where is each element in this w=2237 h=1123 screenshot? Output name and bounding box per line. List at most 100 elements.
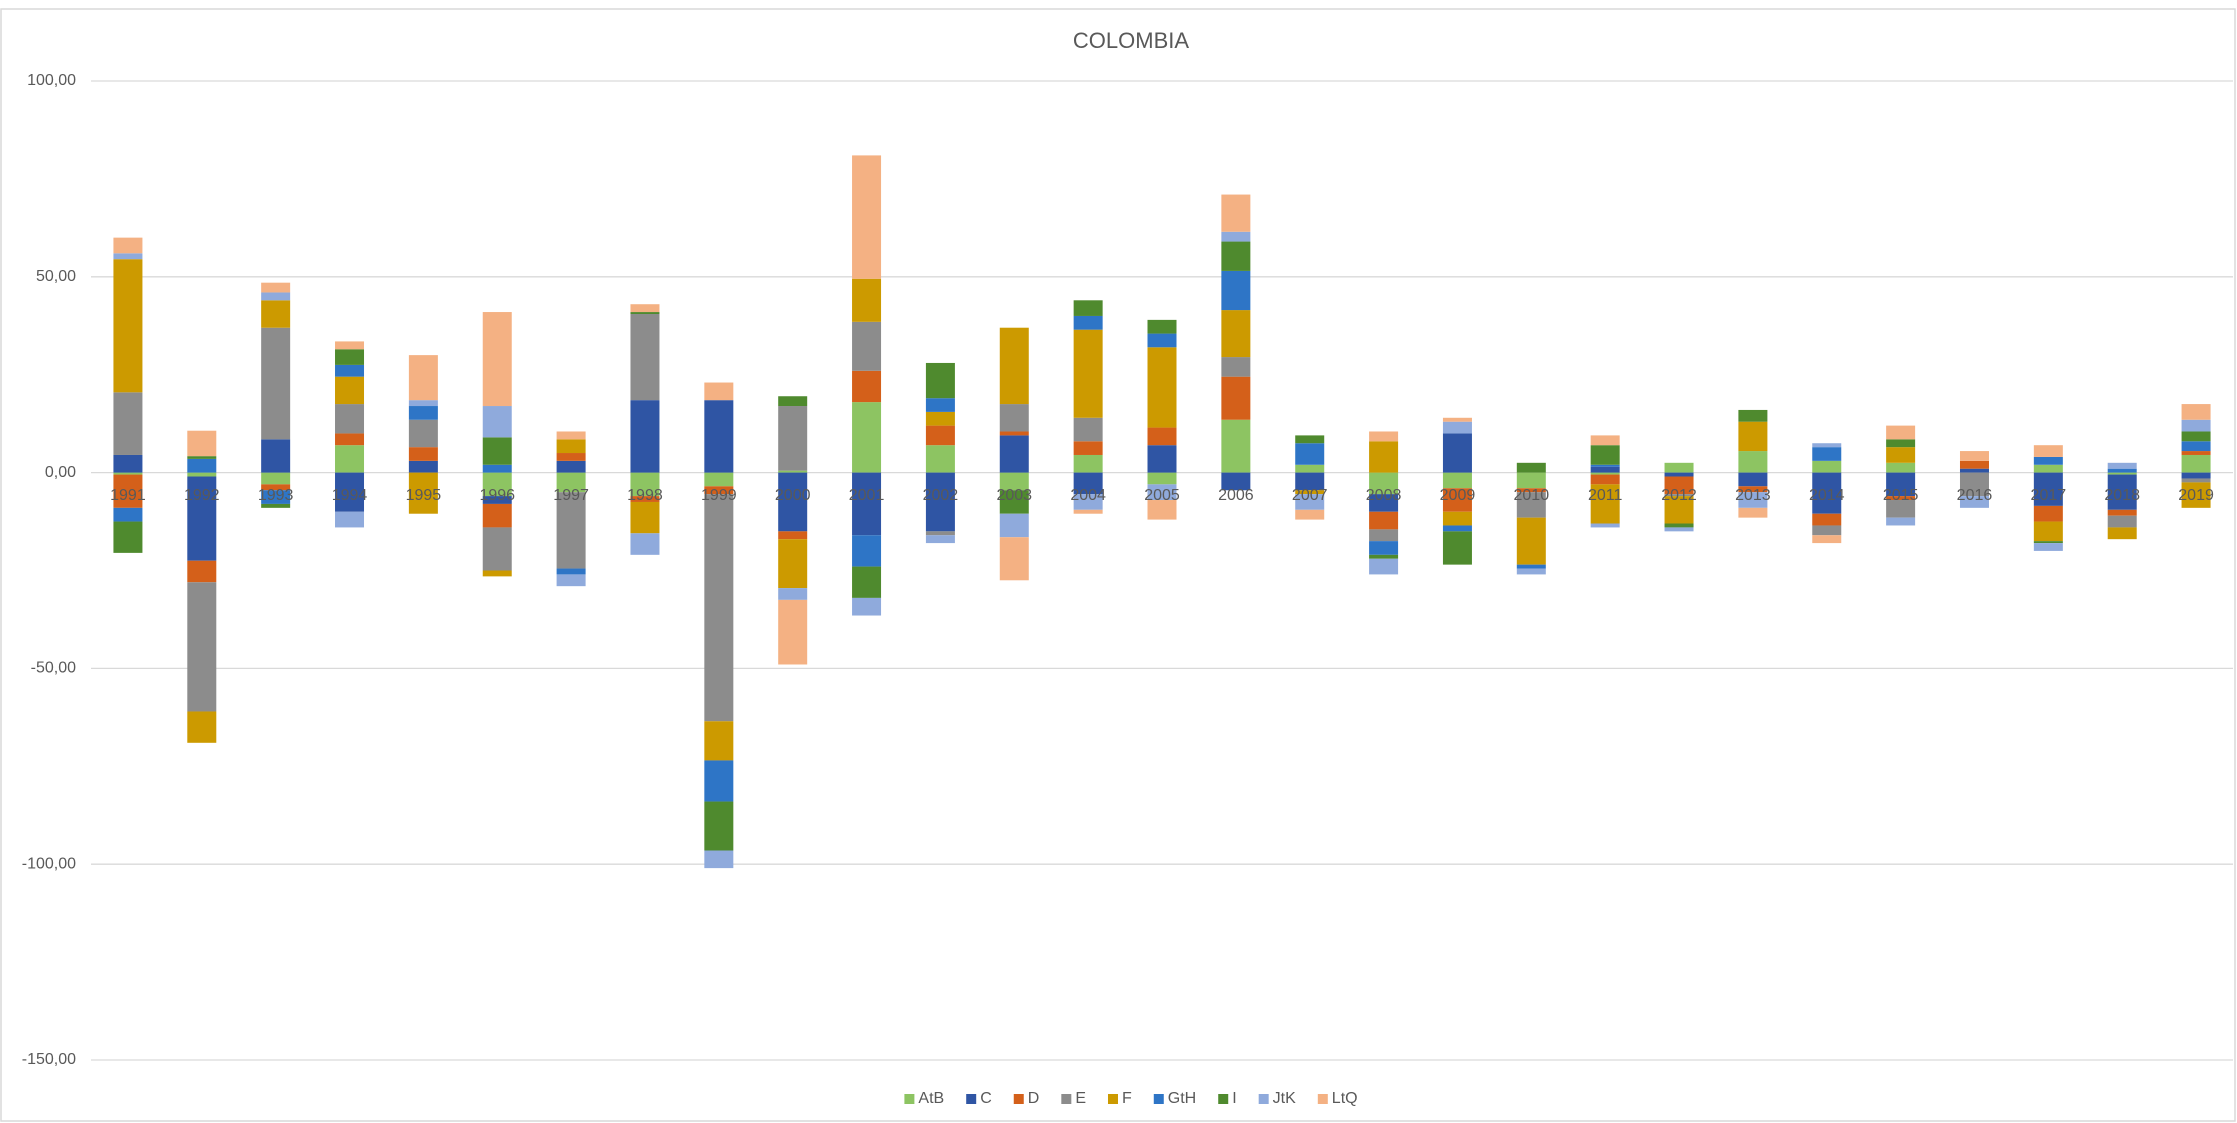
bar-segment <box>335 376 365 405</box>
bar-segment <box>1295 464 1325 473</box>
x-tick-label: 1999 <box>701 487 737 504</box>
bar-segment <box>1221 231 1251 242</box>
bar-segment <box>335 341 365 350</box>
bar-segment <box>1812 513 1842 526</box>
bar-segment <box>408 460 438 473</box>
bar-segment <box>187 711 217 743</box>
bar-segment <box>2181 419 2211 432</box>
bar-segment <box>335 404 365 434</box>
bar-segment <box>482 570 512 577</box>
bar-segment <box>1812 447 1842 461</box>
bar-segment <box>335 433 365 446</box>
bar-segment <box>704 801 734 851</box>
x-tick-label: 1998 <box>627 487 663 504</box>
bar-segment <box>2181 454 2211 473</box>
bar-segment <box>261 484 291 491</box>
bar-segment <box>482 406 512 438</box>
bar-segment <box>999 513 1029 538</box>
bar-segment <box>704 400 734 473</box>
bar-segment <box>261 472 291 485</box>
bar-segment <box>261 327 291 440</box>
x-tick-label: 1994 <box>332 487 368 504</box>
bar-segment <box>1221 270 1251 311</box>
bar-segment <box>1664 494 1694 497</box>
bar-segment <box>1073 472 1103 495</box>
y-tick-label: 100,00 <box>27 72 76 89</box>
x-tick-label: 1991 <box>110 487 146 504</box>
bar-segment <box>704 486 734 495</box>
bar-segment <box>113 507 143 522</box>
chart-title: COLOMBIA <box>1073 28 1189 53</box>
bar-segment <box>1812 535 1842 544</box>
bar-segment <box>1221 310 1251 358</box>
bar-segment <box>2107 474 2137 510</box>
bar-segment <box>2181 482 2211 508</box>
bar-segment <box>852 278 882 322</box>
bar-segment <box>2033 456 2063 465</box>
bar-segment <box>1738 486 1768 493</box>
bar-segment <box>1516 517 1546 565</box>
x-tick-label: 1996 <box>479 487 515 504</box>
bar-segment <box>1886 462 1916 473</box>
bar-segment <box>1516 472 1546 489</box>
bar-segment <box>1442 433 1472 473</box>
bar-segment <box>482 472 512 497</box>
bar-segment <box>1516 488 1546 493</box>
bar-segment <box>2181 451 2211 455</box>
legend-swatch <box>1061 1094 1072 1104</box>
bar-segment <box>1516 568 1546 575</box>
x-tick-label: 2007 <box>1292 487 1328 504</box>
x-tick-label: 2008 <box>1366 487 1402 504</box>
bar-segment <box>1886 472 1916 497</box>
bar-segment <box>1664 496 1694 524</box>
bar-segment <box>2181 404 2211 420</box>
bar-segment <box>113 392 143 455</box>
bar-segment <box>1295 509 1325 520</box>
x-tick-label: 2003 <box>996 487 1032 504</box>
bar-segment <box>1442 472 1472 489</box>
bar-segment <box>852 155 882 279</box>
x-tick-label: 2005 <box>1144 487 1180 504</box>
legend: AtB C D E F GtH I JtK LtQ <box>904 1090 1358 1107</box>
bar-segment <box>408 447 438 461</box>
bar-segment <box>335 445 365 473</box>
bar-segment <box>1073 300 1103 316</box>
bar-segment <box>1738 472 1768 487</box>
x-tick-label: 1995 <box>406 487 442 504</box>
bar-segment <box>261 490 291 504</box>
bar-segment <box>187 430 217 457</box>
bar-segment <box>999 327 1029 405</box>
bar-segment <box>556 439 586 454</box>
bar-segment <box>1959 472 1989 497</box>
x-tick-label: 2006 <box>1218 487 1254 504</box>
bar-segment <box>1886 496 1916 501</box>
bar-segment <box>1590 484 1620 524</box>
x-tick-label: 2002 <box>923 487 959 504</box>
legend-label: GtH <box>1168 1090 1196 1107</box>
bar-segment <box>2107 515 2137 528</box>
bar-segment <box>630 472 660 497</box>
bar-segment <box>925 425 955 446</box>
bar-segment <box>1664 462 1694 473</box>
bar-segment <box>1073 417 1103 442</box>
bar-segment <box>999 490 1029 514</box>
bar-segment <box>630 501 660 534</box>
bar-segment <box>261 282 291 293</box>
bar-segment <box>852 566 882 598</box>
bar-segment <box>852 472 882 536</box>
bar-segment <box>999 404 1029 432</box>
bar-segment <box>852 535 882 567</box>
bar-segment <box>1590 445 1620 465</box>
bar-segment <box>1147 347 1177 428</box>
bar-segment <box>113 521 143 553</box>
x-tick-label: 2017 <box>2031 487 2067 504</box>
bar-segment <box>1442 417 1472 422</box>
legend-swatch <box>1317 1094 1328 1104</box>
bar-segment <box>113 474 143 508</box>
bar-segment <box>999 431 1029 436</box>
bar-segment <box>556 568 586 575</box>
bar-segment <box>408 419 438 448</box>
legend-label: LtQ <box>1332 1090 1358 1107</box>
bar-segment <box>2181 441 2211 452</box>
bar-segment <box>852 370 882 403</box>
